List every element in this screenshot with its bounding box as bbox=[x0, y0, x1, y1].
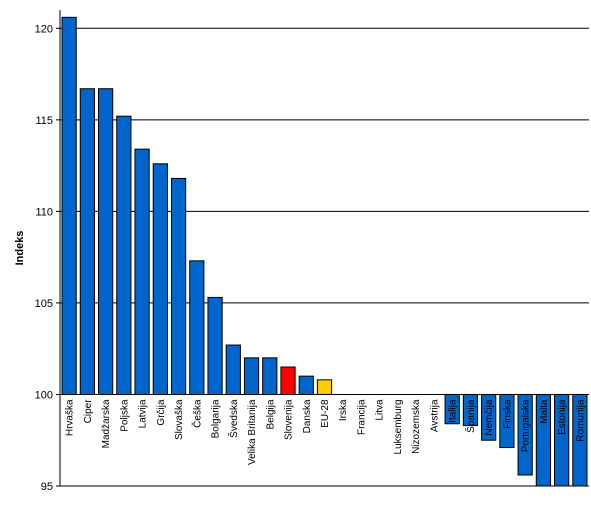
category-label: Finska bbox=[502, 399, 513, 429]
category-label: Švedska bbox=[227, 399, 240, 438]
category-label: Slovenija bbox=[284, 399, 295, 440]
category-label: Ciper bbox=[83, 399, 94, 424]
bar-slovenija bbox=[280, 366, 296, 395]
y-tick-label: 100 bbox=[35, 389, 53, 401]
category-label: Madžarska bbox=[101, 399, 112, 448]
y-tick-label: 105 bbox=[35, 298, 53, 310]
bars bbox=[60, 16, 589, 487]
category-label: Irska bbox=[338, 399, 349, 421]
bar-eu-28 bbox=[316, 379, 333, 395]
y-tick-label: 95 bbox=[41, 481, 53, 493]
category-label: Italija bbox=[448, 399, 459, 423]
y-tick-label: 115 bbox=[35, 115, 53, 127]
bar-bolgarija bbox=[207, 296, 223, 395]
bar-belgija bbox=[262, 357, 278, 395]
category-labels: Hrvaška Ciper Madžarska Poljska Latvija Grčij… bbox=[65, 399, 587, 465]
category-label: Slovaška bbox=[174, 399, 185, 440]
category-label: Španija bbox=[464, 399, 477, 433]
category-label: EU-28 bbox=[320, 399, 331, 428]
category-label: Malta bbox=[539, 399, 550, 424]
bar-švedska bbox=[225, 344, 241, 395]
category-label: Estonija bbox=[557, 399, 568, 435]
category-label: Poljska bbox=[119, 399, 130, 432]
y-axis: 95 100 105 110 115 120 bbox=[35, 10, 589, 493]
y-tick-label: 120 bbox=[35, 23, 53, 35]
category-label: Velika Britanija bbox=[247, 399, 258, 465]
bar-latvija bbox=[134, 148, 150, 395]
bar-danska bbox=[298, 375, 314, 395]
category-label: Bolgarija bbox=[211, 399, 222, 438]
bar-grčija bbox=[152, 163, 168, 395]
category-label: Romunija bbox=[575, 399, 586, 442]
category-label: Latvija bbox=[138, 399, 149, 428]
category-label: Danska bbox=[302, 399, 313, 433]
category-label: Nemčija bbox=[484, 399, 495, 436]
category-label: Francija bbox=[356, 399, 367, 435]
bar-madžarska bbox=[97, 88, 114, 395]
category-label: Luksemburg bbox=[393, 399, 404, 454]
category-label: Nizozemska bbox=[411, 399, 422, 454]
bar-slovaška bbox=[170, 177, 187, 395]
y-tick-label: 110 bbox=[35, 206, 53, 218]
category-label: Hrvaška bbox=[65, 399, 76, 436]
bar-velika-britanija bbox=[243, 357, 260, 395]
category-label: Litva bbox=[375, 399, 386, 421]
y-axis-title: Indeks bbox=[14, 231, 26, 266]
bar-poljska bbox=[116, 115, 132, 395]
bar-hrvaška bbox=[61, 16, 77, 395]
category-label: Avstrija bbox=[429, 399, 440, 432]
category-label: Belgija bbox=[265, 399, 276, 429]
bar-češka bbox=[189, 260, 205, 395]
category-label: Grčija bbox=[156, 399, 167, 426]
category-label: Portugalska bbox=[521, 399, 532, 452]
category-label: Češka bbox=[190, 399, 203, 428]
bar-ciper bbox=[79, 88, 95, 395]
